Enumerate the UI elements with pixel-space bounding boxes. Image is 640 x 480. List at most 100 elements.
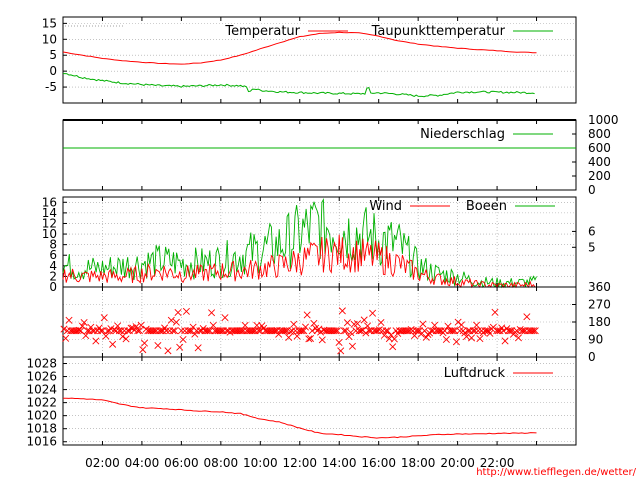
direction-point-52	[147, 327, 155, 335]
direction-point-5	[68, 327, 76, 335]
dir-y2tick-label-4: 0	[588, 350, 596, 364]
direction-point-74	[184, 327, 192, 335]
prec-ytick-label-0: 1000	[588, 113, 619, 127]
direction-point-181	[364, 322, 372, 330]
direction-point-171	[347, 329, 355, 337]
direction-point-140	[295, 327, 303, 335]
direction-point-56	[154, 342, 162, 350]
direction-point-258	[493, 327, 501, 335]
direction-point-44	[134, 327, 142, 335]
direction-point-0	[60, 325, 68, 333]
direction-point-239	[461, 329, 469, 337]
direction-point-200	[395, 327, 403, 335]
temp-ytick-label-1: 10	[42, 32, 57, 46]
direction-point-189	[377, 318, 385, 326]
direction-point-234	[452, 338, 460, 346]
temp-ytick-label-0: 15	[42, 16, 57, 30]
direction-point-101	[229, 327, 237, 335]
direction-point-263	[501, 337, 509, 345]
direction-point-123	[266, 327, 274, 335]
direction-point-158	[325, 327, 333, 335]
direction-point-275	[521, 327, 529, 335]
series-boeen	[62, 198, 537, 289]
temp-ytick-label-4: -5	[45, 80, 57, 94]
direction-point-70	[177, 327, 185, 335]
direction-point-121	[263, 327, 271, 335]
direction-point-63	[166, 327, 174, 335]
direction-point-228	[442, 335, 450, 344]
direction-point-251	[481, 327, 489, 335]
wind-ytick-label-6: 4	[49, 259, 57, 273]
direction-point-17	[88, 327, 97, 335]
direction-point-174	[352, 327, 360, 335]
direction-point-32	[114, 322, 122, 330]
direction-point-15	[85, 327, 93, 335]
time-tick-label-8: 18:00	[401, 456, 436, 470]
direction-point-125	[270, 327, 278, 335]
pres-ytick-label-0: 1028	[26, 357, 57, 371]
direction-point-220	[429, 327, 437, 335]
direction-point-262	[499, 327, 507, 335]
direction-point-227	[441, 327, 449, 335]
direction-point-154	[318, 336, 326, 344]
legend-boeen-label: Boeen	[466, 199, 507, 214]
direction-point-235	[454, 318, 462, 326]
direction-point-120	[261, 327, 269, 335]
prec-ytick-label-2: 600	[588, 141, 611, 155]
direction-point-170	[345, 333, 353, 341]
direction-point-237	[457, 321, 465, 329]
pres-ytick-label-5: 1018	[26, 422, 57, 436]
prec-ytick-label-1: 800	[588, 127, 611, 141]
pressure-frame	[62, 356, 577, 446]
wind-ytick-label-4: 8	[49, 238, 57, 252]
direction-point-271	[514, 334, 523, 342]
direction-point-2	[63, 327, 71, 335]
temp-ytick-label-2: 5	[49, 48, 57, 62]
direction-point-247	[474, 327, 482, 335]
direction-point-95	[219, 327, 227, 335]
direction-point-163	[333, 327, 341, 335]
direction-point-79	[192, 327, 200, 335]
wind-ytick-label-5: 6	[49, 248, 57, 262]
direction-point-36	[120, 327, 128, 335]
direction-point-182	[365, 327, 373, 335]
direction-point-148	[308, 327, 316, 335]
direction-point-230	[446, 327, 454, 335]
direction-point-179	[360, 316, 368, 324]
direction-point-222	[432, 327, 440, 335]
direction-point-244	[469, 327, 477, 335]
direction-point-278	[526, 327, 534, 335]
direction-point-145	[303, 311, 311, 319]
wind-y2tick-label-0: 6	[588, 224, 596, 238]
direction-point-103	[233, 327, 241, 335]
direction-point-43	[132, 323, 140, 331]
direction-point-35	[119, 332, 127, 340]
direction-point-147	[307, 334, 315, 343]
pres-ytick-label-1: 1026	[26, 370, 57, 384]
direction-point-254	[486, 329, 494, 337]
direction-point-191	[380, 331, 388, 339]
pres-ytick-label-3: 1022	[26, 396, 57, 410]
direction-point-18	[90, 327, 98, 335]
direction-point-40	[127, 324, 135, 332]
direction-point-192	[382, 327, 390, 335]
direction-point-73	[182, 307, 190, 315]
direction-point-50	[144, 327, 152, 335]
direction-point-153	[317, 328, 325, 336]
direction-point-161	[330, 327, 338, 335]
direction-point-177	[357, 327, 365, 335]
direction-point-242	[466, 327, 474, 335]
time-tick-label-5: 12:00	[282, 456, 317, 470]
direction-point-61	[162, 327, 170, 335]
series-taupunkttemperatur	[63, 73, 535, 98]
direction-point-190	[379, 327, 387, 335]
series-luftdruck	[63, 397, 537, 439]
direction-point-162	[332, 327, 340, 335]
direction-point-257	[491, 308, 499, 316]
wind-ytick-label-3: 10	[42, 227, 57, 241]
direction-point-117	[256, 327, 264, 335]
direction-point-4	[67, 327, 75, 335]
direction-point-114	[251, 327, 259, 335]
direction-point-85	[203, 327, 211, 335]
